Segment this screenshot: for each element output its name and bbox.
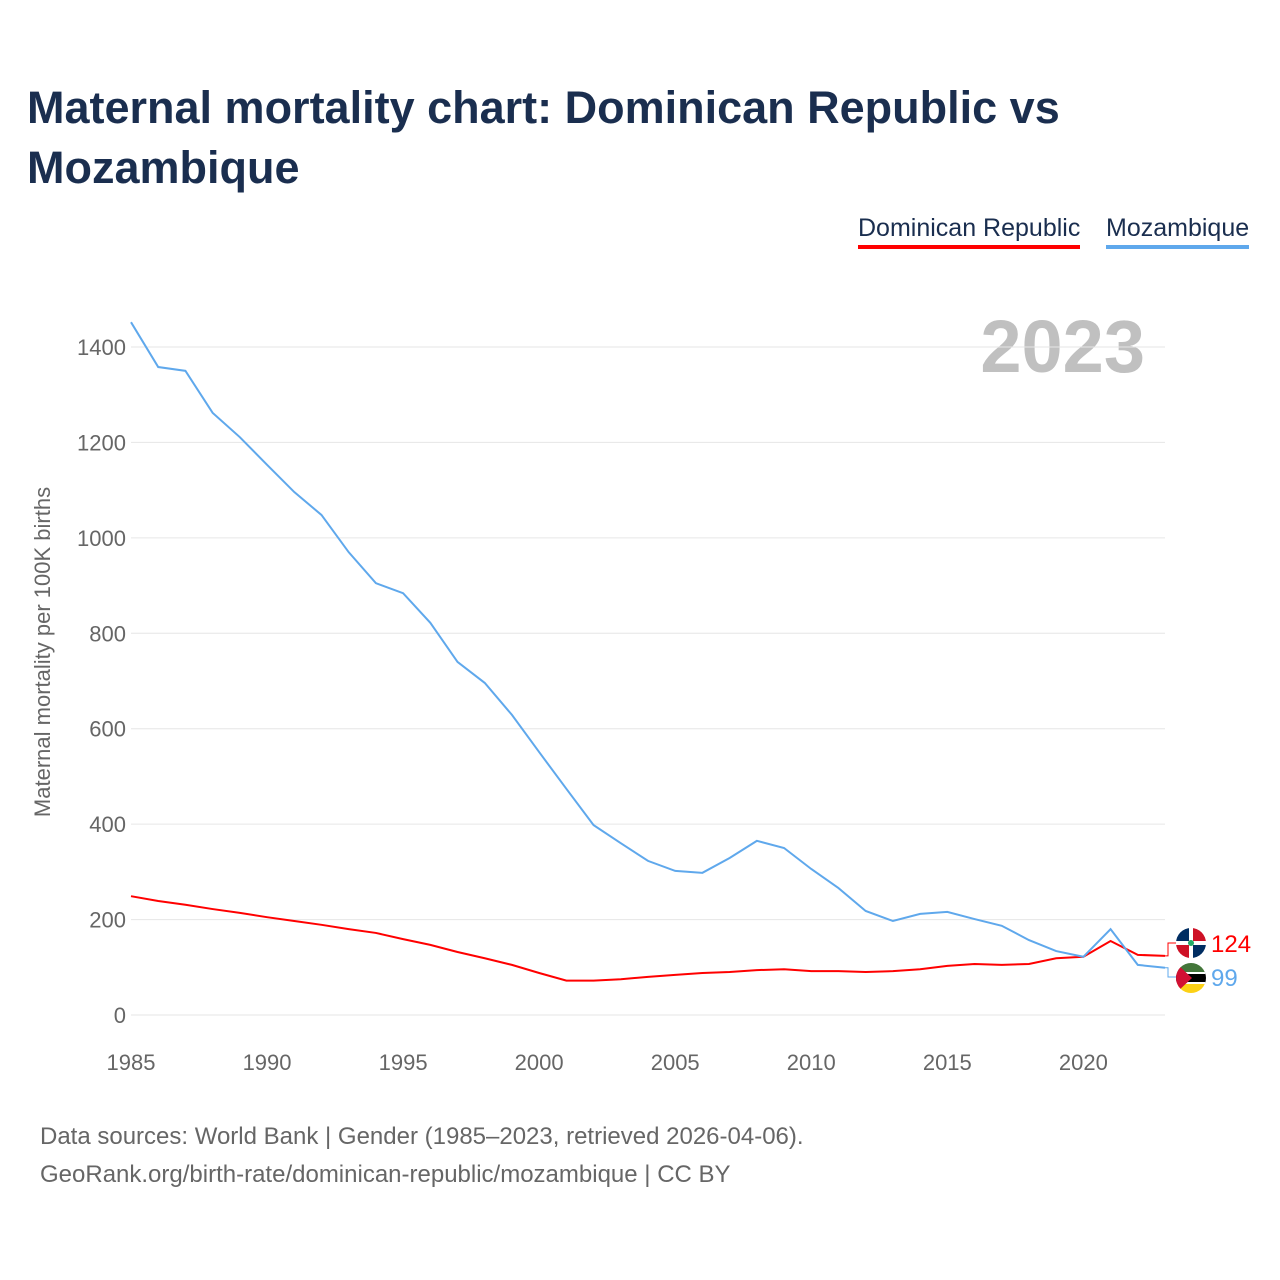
dominican-republic-flag-icon [1176,928,1206,958]
x-tick-label: 2015 [923,1050,972,1075]
y-axis-label: Maternal mortality per 100K births [30,487,55,817]
x-tick-label: 1985 [107,1050,156,1075]
y-tick-label: 600 [89,717,126,742]
x-tick-label: 1990 [243,1050,292,1075]
y-tick-label: 200 [89,908,126,933]
y-tick-label: 1200 [77,430,126,455]
x-tick-label: 2005 [651,1050,700,1075]
footer: Data sources: World Bank | Gender (1985–… [40,1118,804,1194]
y-tick-label: 1400 [77,335,126,360]
y-tick-label: 1000 [77,526,126,551]
y-tick-label: 800 [89,621,126,646]
x-tick-label: 2000 [515,1050,564,1075]
legend-dominican-republic[interactable]: Dominican Republic [858,214,1081,249]
leader-line [1165,967,1176,978]
x-tick-label: 2020 [1059,1050,1108,1075]
series-line-dominican-republic [130,895,1166,982]
source-text: Data sources: World Bank | Gender (1985–… [40,1123,804,1150]
y-tick-label: 400 [89,812,126,837]
x-tick-label: 2010 [787,1050,836,1075]
end-value-label: 99 [1211,965,1238,992]
series-line-mozambique [130,321,1166,969]
page-title: Maternal mortality chart: Dominican Repu… [27,82,1060,193]
x-tick-label: 1995 [379,1050,428,1075]
legend-mozambique[interactable]: Mozambique [1106,214,1250,249]
y-tick-label: 0 [114,1003,126,1028]
mozambique-flag-icon [1176,963,1206,993]
leader-line [1165,942,1176,957]
source-link[interactable]: GeoRank.org/birth-rate/dominican-republi… [40,1161,731,1188]
end-value-label: 124 [1211,931,1251,958]
